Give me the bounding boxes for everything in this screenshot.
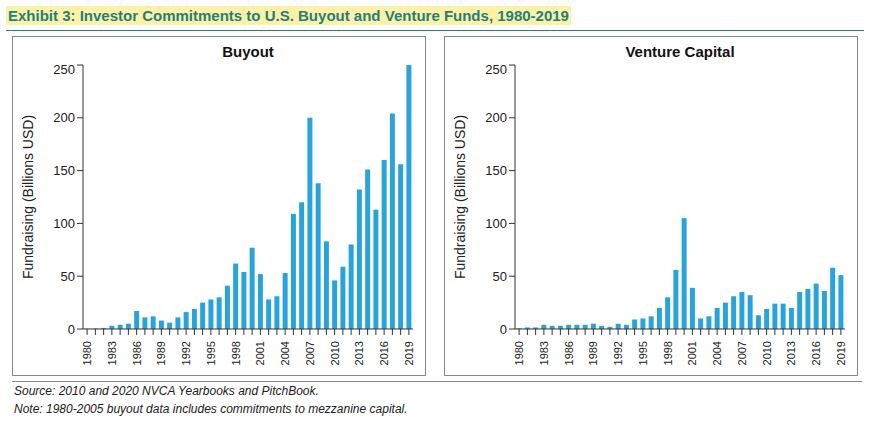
- svg-text:2019: 2019: [403, 341, 415, 365]
- svg-text:1989: 1989: [155, 341, 167, 365]
- svg-text:2001: 2001: [254, 341, 266, 365]
- svg-text:50: 50: [493, 269, 507, 284]
- svg-text:1983: 1983: [538, 341, 550, 365]
- svg-text:Fundraising (Billions USD): Fundraising (Billions USD): [452, 115, 468, 279]
- svg-text:2016: 2016: [378, 341, 390, 365]
- svg-text:1983: 1983: [106, 341, 118, 365]
- svg-text:200: 200: [485, 110, 507, 125]
- svg-text:1998: 1998: [230, 341, 242, 365]
- svg-text:2016: 2016: [810, 341, 822, 365]
- svg-text:Fundraising (Billions USD): Fundraising (Billions USD): [20, 115, 36, 279]
- svg-text:1980: 1980: [513, 341, 525, 365]
- html-text:Note: 1980-2005 buyout data in: Note: 1980-2005 buyout data includes com…: [14, 402, 408, 416]
- svg-text:1998: 1998: [662, 341, 674, 365]
- svg-text:2004: 2004: [279, 341, 291, 365]
- svg-text:1986: 1986: [563, 341, 575, 365]
- svg-text:2013: 2013: [785, 341, 797, 365]
- svg-text:150: 150: [485, 163, 507, 178]
- svg-text:1980: 1980: [81, 341, 93, 365]
- svg-text:1992: 1992: [180, 341, 192, 365]
- html-text:Venture Capital: Venture Capital: [625, 43, 735, 60]
- svg-text:0: 0: [500, 322, 507, 337]
- svg-text:1989: 1989: [587, 341, 599, 365]
- svg-text:150: 150: [53, 163, 75, 178]
- svg-text:1995: 1995: [637, 341, 649, 365]
- svg-text:100: 100: [485, 216, 507, 231]
- svg-text:2007: 2007: [736, 341, 748, 365]
- svg-text:0: 0: [68, 322, 75, 337]
- svg-text:200: 200: [53, 110, 75, 125]
- svg-text:1995: 1995: [205, 341, 217, 365]
- html-text:Exhibit 3: Investor Commitment: Exhibit 3: Investor Commitments to U.S. …: [8, 7, 569, 24]
- svg-text:100: 100: [53, 216, 75, 231]
- svg-text:50: 50: [61, 269, 75, 284]
- svg-text:2013: 2013: [353, 341, 365, 365]
- html-text:Buyout: Buyout: [222, 43, 274, 60]
- svg-text:2004: 2004: [711, 341, 723, 365]
- svg-text:250: 250: [485, 62, 507, 77]
- svg-text:2007: 2007: [304, 341, 316, 365]
- svg-text:250: 250: [53, 62, 75, 77]
- svg-text:2010: 2010: [761, 341, 773, 365]
- svg-text:1992: 1992: [612, 341, 624, 365]
- html-text:Source: 2010 and 2020 NVCA Yea: Source: 2010 and 2020 NVCA Yearbooks and…: [14, 384, 319, 398]
- svg-text:2010: 2010: [329, 341, 341, 365]
- svg-text:1986: 1986: [131, 341, 143, 365]
- svg-text:2001: 2001: [686, 341, 698, 365]
- svg-text:2019: 2019: [835, 341, 847, 365]
